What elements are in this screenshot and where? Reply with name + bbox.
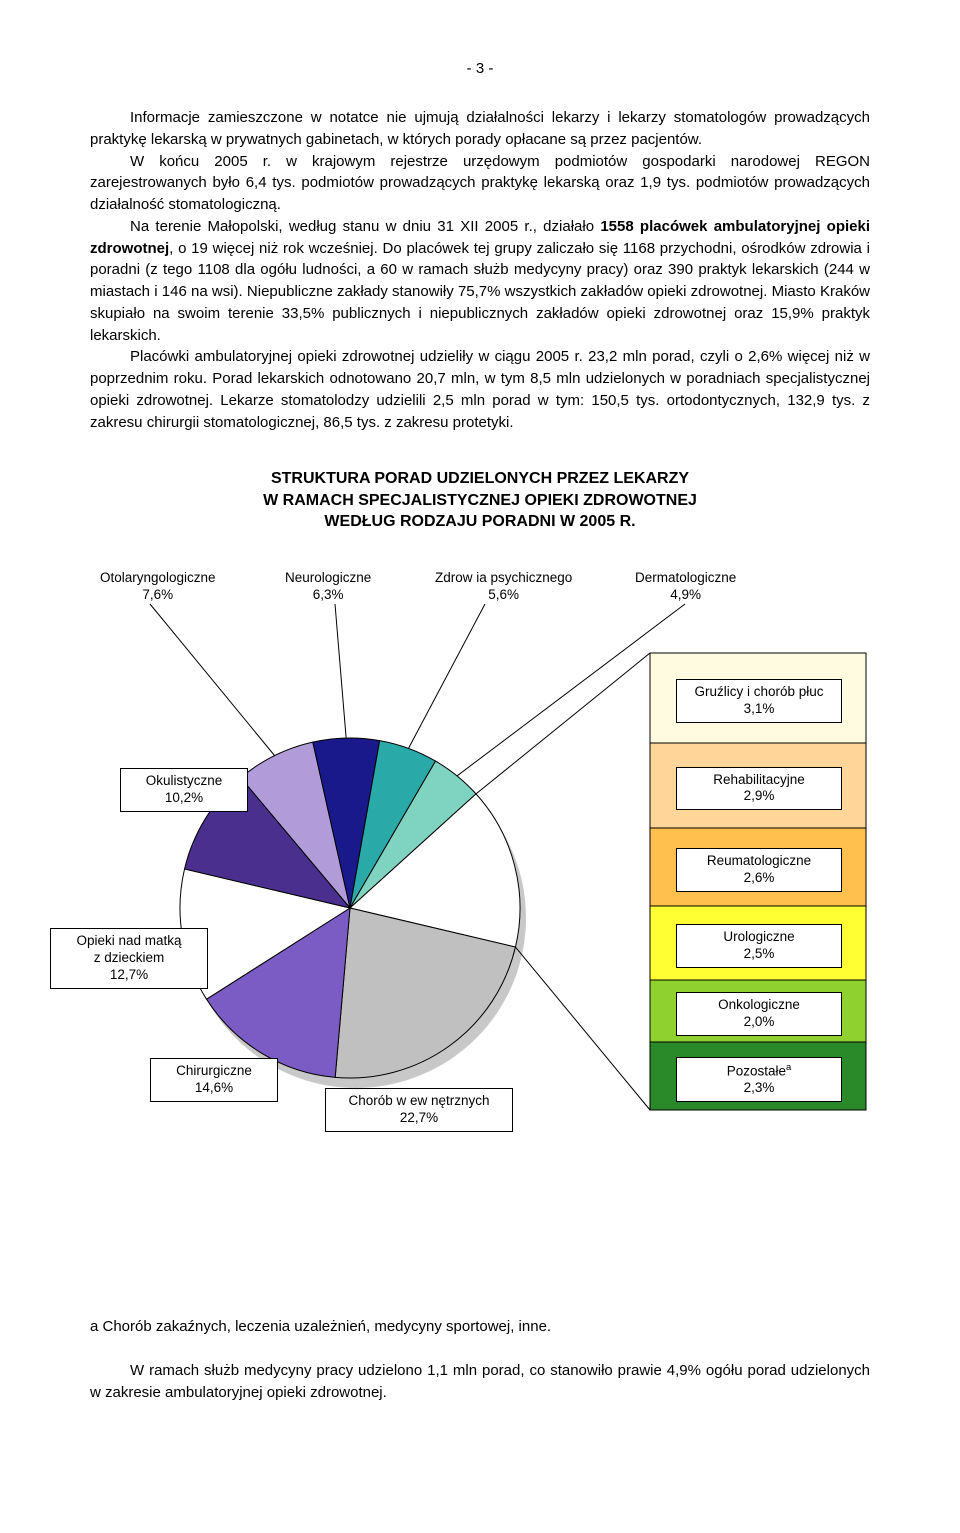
- slice-label: Opieki nad matkąz dzieckiem12,7%: [50, 928, 208, 989]
- slice-label: Okulistyczne10,2%: [120, 768, 248, 812]
- top-slice-label: Otolaryngologiczne7,6%: [100, 570, 216, 604]
- slice-label: Chirurgiczne14,6%: [150, 1058, 278, 1102]
- top-slice-label: Neurologiczne6,3%: [285, 570, 371, 604]
- top-slice-label: Zdrow ia psychicznego5,6%: [435, 570, 572, 604]
- paragraph-1: Informacje zamieszczone w notatce nie uj…: [90, 107, 870, 151]
- side-band-label: Rehabilitacyjne2,9%: [676, 767, 842, 811]
- paragraph-4: Placówki ambulatoryjnej opieki zdrowotne…: [90, 346, 870, 433]
- chart-area: Gruźlicy i chorób płuc3,1% Rehabilitacyjn…: [90, 558, 870, 1278]
- side-band-label: Pozostałea2,3%: [676, 1057, 842, 1102]
- page-number: - 3 -: [90, 60, 870, 77]
- side-band-label: Gruźlicy i chorób płuc3,1%: [676, 679, 842, 723]
- pie-chart-svg: [90, 558, 870, 1278]
- side-band-label: Reumatologiczne2,6%: [676, 848, 842, 892]
- top-slice-label: Dermatologiczne4,9%: [635, 570, 736, 604]
- paragraph-2: W końcu 2005 r. w krajowym rejestrze urz…: [90, 151, 870, 216]
- side-band-label: Urologiczne2,5%: [676, 924, 842, 968]
- body-text: Informacje zamieszczone w notatce nie uj…: [90, 107, 870, 433]
- side-band-label: Onkologiczne2,0%: [676, 992, 842, 1036]
- footnote: a Chorób zakaźnych, leczenia uzależnień,…: [90, 1318, 870, 1335]
- paragraph-3: Na terenie Małopolski, według stanu w dn…: [90, 216, 870, 347]
- slice-label: Chorób w ew nętrznych22,7%: [325, 1088, 513, 1132]
- paragraph-bottom: W ramach służb medycyny pracy udzielono …: [90, 1360, 870, 1404]
- chart-title: STRUKTURA PORAD UDZIELONYCH PRZEZ LEKARZ…: [90, 468, 870, 533]
